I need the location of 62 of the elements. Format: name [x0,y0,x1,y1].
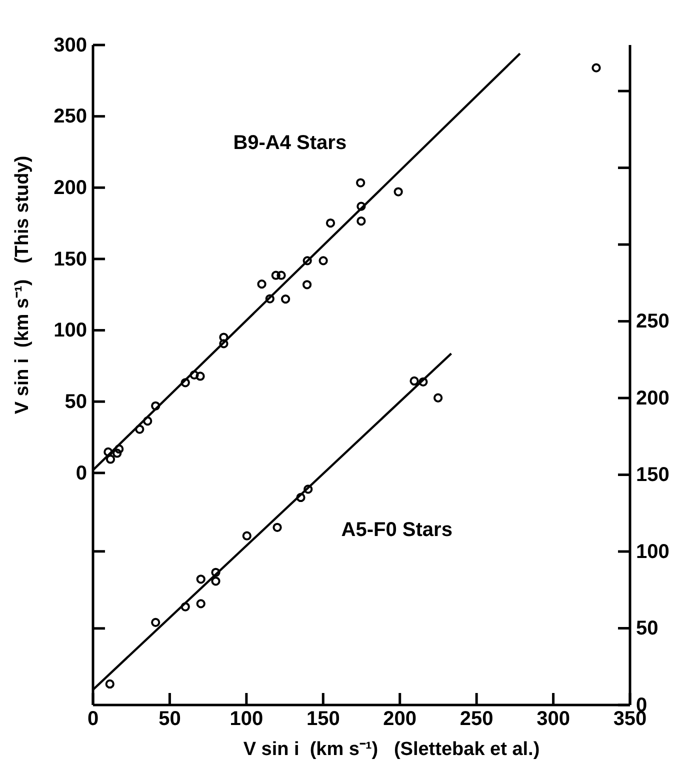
point [318,256,328,266]
x-tick-label: 50 [158,708,181,730]
point [280,294,290,304]
y-axis-title: V sin i (km s⁻¹) (This study) [12,156,33,414]
point [257,280,266,289]
y2-tick-label: 200 [636,387,670,410]
point [592,63,601,72]
y-tick-label: 150 [54,248,87,270]
point [276,270,286,280]
point [356,202,366,211]
point [180,602,190,612]
point [272,522,282,532]
x-axis-title: V sin i (km s⁻¹) (Slettebak et al.) [243,739,540,760]
point [219,339,228,348]
y2-tick-label: 100 [636,540,670,563]
x-tick-label: 100 [230,708,264,730]
point [302,256,312,266]
point [356,216,366,226]
y2-tick-label: 250 [636,310,670,333]
y2-tick-label: 150 [636,464,670,486]
point [112,448,122,458]
point [433,393,443,402]
x-tick-label: 250 [460,708,494,730]
x-tick-label: 150 [306,708,340,730]
point [104,447,113,457]
point [296,492,306,502]
point [211,576,220,586]
point [302,280,312,290]
point [394,187,403,196]
point [356,178,366,188]
point [271,270,280,280]
point [151,618,160,627]
x-tick-label: 200 [383,708,417,730]
point [196,574,206,584]
y-tick-label: 250 [54,106,87,128]
point [106,454,116,464]
point [105,679,114,689]
point [180,378,190,388]
point [304,484,313,494]
point [242,531,252,540]
point [143,416,152,426]
y-tick-label: 0 [76,462,87,484]
point [135,424,144,434]
point [151,401,160,410]
y2-tick-label: 50 [636,618,658,640]
y-tick-label: 50 [64,391,87,414]
series-label: B9-A4 Stars [233,132,347,154]
point [196,599,206,608]
text: A5-F0 Stars [341,518,452,541]
point [418,377,428,386]
point [410,376,419,386]
point [219,332,228,342]
y-tick-label: 200 [54,177,87,200]
x-tick-label: 300 [536,708,570,730]
point [265,294,274,304]
point [114,444,124,454]
y-tick-label: 300 [54,34,87,56]
y-tick-label: 100 [54,320,87,342]
point [326,218,336,228]
point [211,568,220,577]
point [196,372,205,381]
point [190,370,199,380]
